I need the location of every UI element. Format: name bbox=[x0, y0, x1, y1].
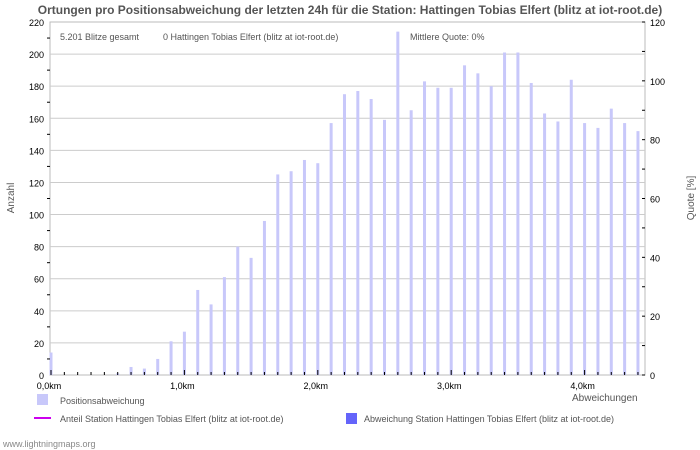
bar-positionsabweichung bbox=[543, 113, 547, 375]
bar-positionsabweichung bbox=[489, 86, 493, 375]
legend-swatch-station bbox=[346, 413, 357, 424]
legend-positionsabweichung: Positionsabweichung bbox=[60, 396, 145, 406]
y2-tick-label: 20 bbox=[650, 312, 660, 322]
bar-positionsabweichung bbox=[369, 99, 373, 375]
y2-tick-label: 100 bbox=[650, 77, 665, 87]
legend-swatch-positionsabweichung bbox=[37, 394, 48, 405]
stat-quote: Mittlere Quote: 0% bbox=[410, 32, 485, 42]
chart-title: Ortungen pro Positionsabweichung der let… bbox=[38, 3, 662, 17]
bar-positionsabweichung bbox=[636, 131, 640, 375]
bar-positionsabweichung bbox=[569, 79, 573, 375]
y-axis-label: Anzahl bbox=[6, 183, 17, 214]
bar-positionsabweichung bbox=[276, 174, 280, 375]
y-tick-label: 60 bbox=[34, 275, 44, 285]
x-tick-label: 3,0km bbox=[437, 381, 462, 391]
y2-tick-label: 60 bbox=[650, 195, 660, 205]
y-tick-label: 0 bbox=[39, 371, 44, 381]
y2-axis-label: Quote [%] bbox=[686, 176, 697, 221]
bar-positionsabweichung bbox=[49, 352, 53, 375]
bar-positionsabweichung bbox=[289, 171, 293, 375]
bar-positionsabweichung bbox=[423, 81, 427, 376]
bar-positionsabweichung bbox=[209, 304, 213, 375]
bar-positionsabweichung bbox=[222, 277, 226, 375]
y-tick-label: 40 bbox=[34, 307, 44, 317]
y2-tick-label: 80 bbox=[650, 136, 660, 146]
bar-positionsabweichung bbox=[302, 159, 306, 375]
bar-positionsabweichung bbox=[463, 65, 467, 375]
footer-credit: www.lightningmaps.org bbox=[2, 439, 96, 449]
bar-positionsabweichung bbox=[329, 123, 333, 375]
y-tick-label: 100 bbox=[29, 211, 44, 221]
bar-positionsabweichung bbox=[182, 331, 186, 375]
bar-positionsabweichung bbox=[476, 73, 480, 375]
bar-positionsabweichung bbox=[316, 163, 320, 375]
y-tick-label: 180 bbox=[29, 82, 44, 92]
bar-positionsabweichung bbox=[262, 220, 266, 375]
legend-anteil: Anteil Station Hattingen Tobias Elfert (… bbox=[60, 414, 283, 424]
plot-area bbox=[49, 21, 646, 376]
bar-positionsabweichung bbox=[449, 87, 453, 375]
bar-positionsabweichung bbox=[129, 366, 133, 375]
stat-total: 5.201 Blitze gesamt bbox=[60, 32, 140, 42]
bar-positionsabweichung bbox=[356, 90, 360, 375]
y-tick-label: 140 bbox=[29, 146, 44, 156]
bar-positionsabweichung bbox=[396, 31, 400, 376]
y2-tick-label: 0 bbox=[650, 371, 655, 381]
stat-station: 0 Hattingen Tobias Elfert (blitz at iot-… bbox=[163, 32, 338, 42]
bar-positionsabweichung bbox=[583, 123, 587, 375]
y-tick-label: 160 bbox=[29, 114, 44, 124]
y-tick-label: 220 bbox=[29, 18, 44, 28]
x-axis-label: Abweichungen bbox=[572, 393, 638, 404]
bar-positionsabweichung bbox=[409, 110, 413, 375]
bar-positionsabweichung bbox=[169, 341, 173, 375]
bar-positionsabweichung bbox=[436, 87, 440, 375]
bar-positionsabweichung bbox=[196, 289, 200, 375]
x-tick-label: 4,0km bbox=[570, 381, 595, 391]
x-tick-label: 2,0km bbox=[304, 381, 329, 391]
bar-positionsabweichung bbox=[236, 246, 240, 375]
y-tick-label: 200 bbox=[29, 50, 44, 60]
bar-positionsabweichung bbox=[596, 127, 600, 376]
bar-positionsabweichung bbox=[156, 358, 160, 375]
y2-tick-label: 40 bbox=[650, 253, 660, 263]
y-tick-label: 80 bbox=[34, 243, 44, 253]
bar-positionsabweichung bbox=[249, 257, 253, 375]
bar-positionsabweichung bbox=[503, 52, 507, 376]
bar-positionsabweichung bbox=[529, 82, 533, 376]
y-tick-label: 120 bbox=[29, 178, 44, 188]
y-tick-label: 20 bbox=[34, 339, 44, 349]
bar-positionsabweichung bbox=[556, 121, 560, 376]
x-tick-label: 0,0km bbox=[37, 381, 62, 391]
bar-positionsabweichung bbox=[609, 108, 613, 376]
legend-station: Abweichung Station Hattingen Tobias Elfe… bbox=[364, 414, 614, 424]
bar-positionsabweichung bbox=[623, 123, 627, 375]
bar-positionsabweichung bbox=[342, 94, 346, 376]
y2-tick-label: 120 bbox=[650, 18, 665, 28]
bar-positionsabweichung bbox=[516, 52, 520, 376]
x-tick-label: 1,0km bbox=[170, 381, 195, 391]
bar-positionsabweichung bbox=[383, 119, 386, 375]
bar-positionsabweichung bbox=[142, 368, 146, 375]
